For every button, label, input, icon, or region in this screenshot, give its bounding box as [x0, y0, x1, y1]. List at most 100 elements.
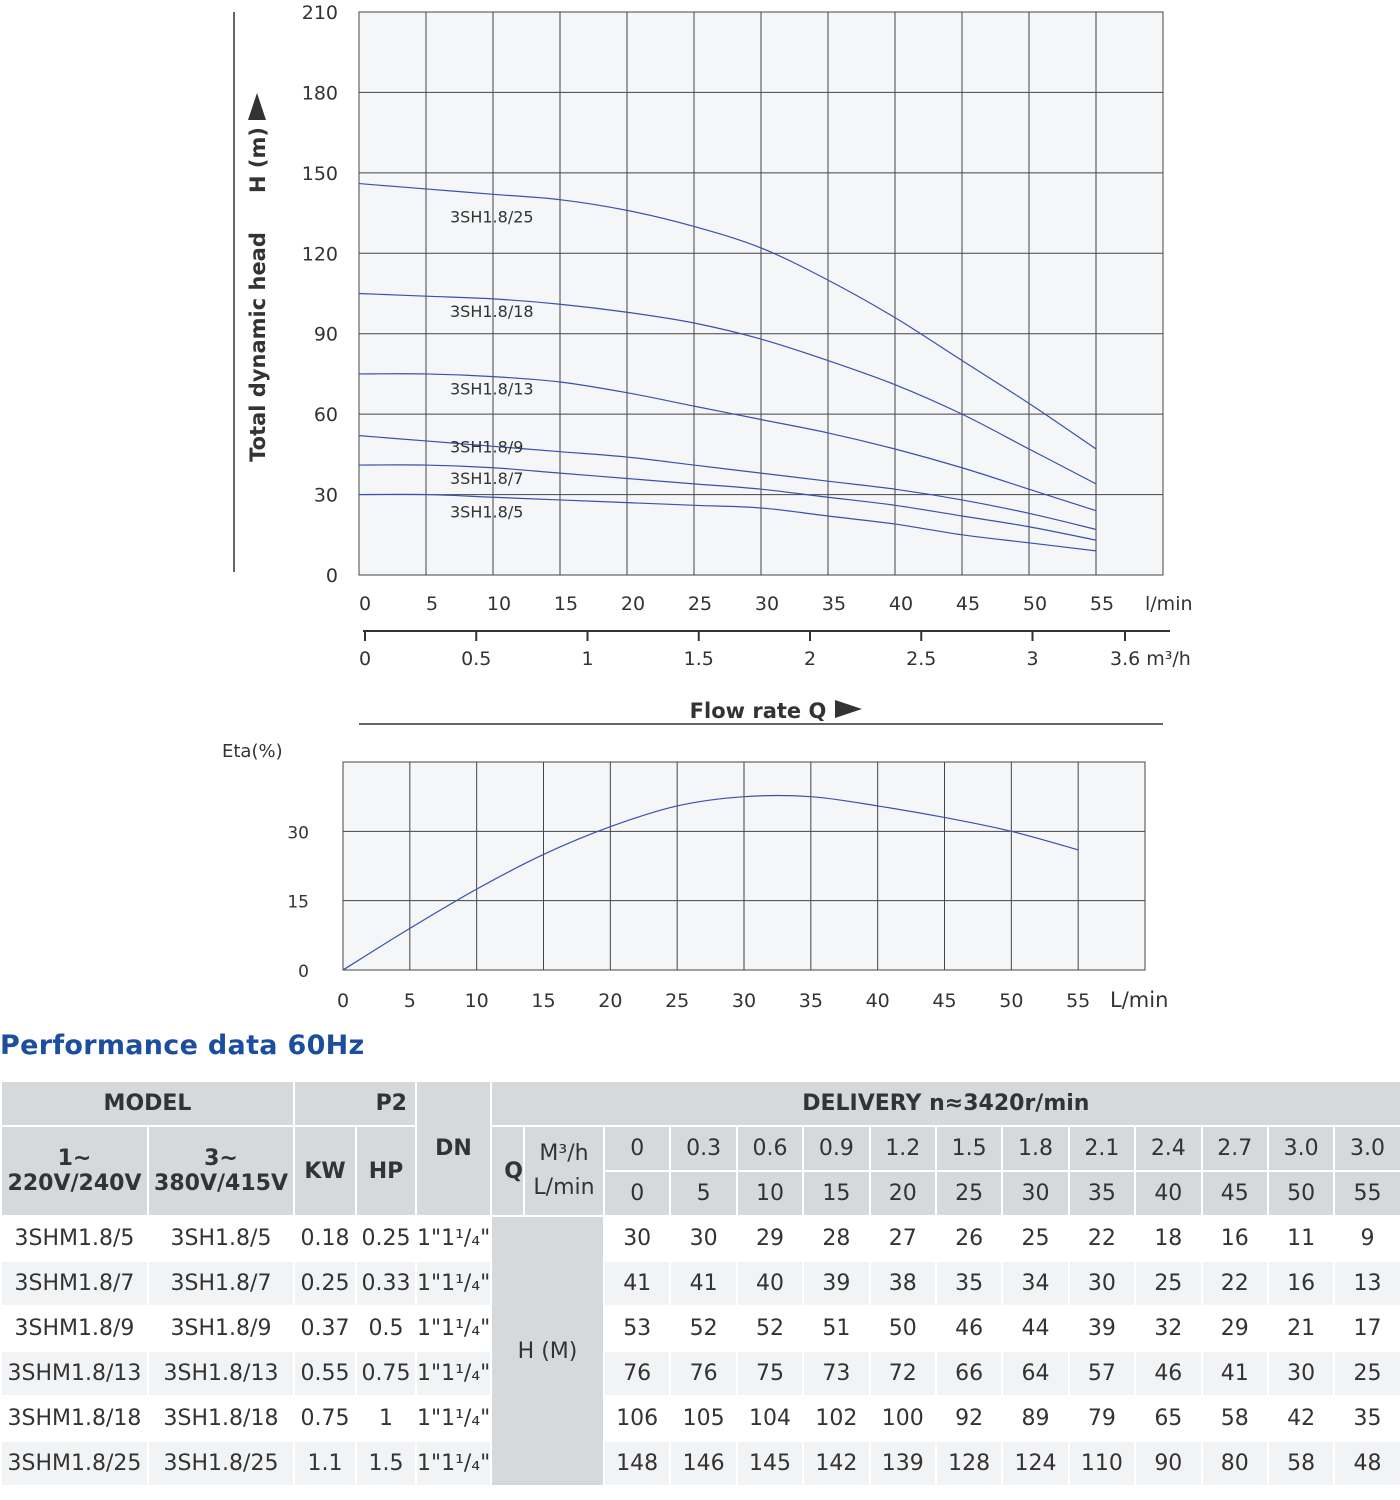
q-m3h-cell: 0.3: [669, 1125, 738, 1172]
voltage-3: 380V/415V: [154, 1171, 288, 1196]
y-tick-label: 210: [302, 2, 338, 24]
x-tick-label: 50: [999, 990, 1023, 1012]
header-kw: KW: [293, 1125, 357, 1217]
head-value: 21: [1266, 1305, 1336, 1352]
series-label: 3SH1.8/9: [450, 437, 523, 456]
head-value: 9: [1333, 1215, 1400, 1262]
hp-cell: 1: [355, 1395, 417, 1442]
head-value: 16: [1200, 1215, 1269, 1262]
x-tick-label: 40: [866, 990, 890, 1012]
y-tick-label: 0: [298, 962, 309, 982]
q-lmin-cell: 15: [802, 1170, 871, 1217]
head-value: 41: [602, 1260, 672, 1307]
head-value: 22: [1067, 1215, 1137, 1262]
head-value: 57: [1067, 1350, 1137, 1397]
head-value: 30: [669, 1215, 738, 1262]
x2-tick-label: 2: [804, 648, 816, 670]
x-tick-label: 45: [932, 990, 956, 1012]
dn-cell: 1"1¹/₄": [415, 1440, 492, 1487]
head-value: 30: [602, 1215, 672, 1262]
x-tick-label: 40: [889, 593, 913, 615]
model-3ph: 3SH1.8/9: [147, 1305, 295, 1352]
head-value: 22: [1200, 1260, 1269, 1307]
head-value: 29: [735, 1215, 805, 1262]
y-tick-label: 120: [302, 243, 338, 265]
head-value: 28: [802, 1215, 871, 1262]
q-m3h-cell: 2.1: [1067, 1125, 1137, 1172]
x2-tick-label: 1: [581, 648, 593, 670]
eta-chart: 0 15 30 0 5 10 15 20 25 30 35 40 45 50 55 L/min Eta(%): [222, 741, 1168, 1012]
head-value: 105: [669, 1395, 738, 1442]
head-value: 79: [1067, 1395, 1137, 1442]
header-q-units: M³/h L/min: [523, 1125, 605, 1217]
y-axis-title: Total dynamic head: [246, 232, 270, 462]
h-m-label: H (M): [490, 1215, 605, 1487]
kw-cell: 0.25: [293, 1260, 357, 1307]
q-lmin-cell: 55: [1333, 1170, 1400, 1217]
head-value: 50: [868, 1305, 937, 1352]
head-value: 53: [602, 1305, 672, 1352]
kw-cell: 0.37: [293, 1305, 357, 1352]
x2-tick-label: 0.5: [461, 648, 491, 670]
phase-3: 3~: [204, 1146, 238, 1171]
unit-m3h: M³/h: [539, 1141, 589, 1166]
x2-unit-label: 3.6 m³/h: [1110, 648, 1191, 670]
q-m3h-cell: 1.2: [868, 1125, 937, 1172]
head-value: 58: [1200, 1395, 1269, 1442]
x-tick-label: 20: [598, 990, 622, 1012]
head-value: 76: [602, 1350, 672, 1397]
head-value: 38: [868, 1260, 937, 1307]
table-row: 3SHM1.8/5 3SH1.8/5 0.18 0.25 1"1¹/₄" H (M) 30 3…: [0, 1215, 1400, 1487]
kw-cell: 0.18: [293, 1215, 357, 1262]
x-tick-label: 15: [554, 593, 578, 615]
y-tick-label: 90: [314, 324, 338, 346]
head-value: 42: [1266, 1395, 1336, 1442]
head-value: 26: [934, 1215, 1004, 1262]
head-value: 66: [934, 1350, 1004, 1397]
q-lmin-cell: 50: [1266, 1170, 1336, 1217]
x-tick-label: 5: [404, 990, 416, 1012]
x-unit-label: l/min: [1145, 593, 1193, 615]
table-row: 3SHM1.8/13 3SH1.8/13 0.55 0.75 1"1¹/₄" 76 76 75…: [0, 1350, 1400, 1397]
x-tick-label: 35: [822, 593, 846, 615]
series-label: 3SH1.8/13: [450, 380, 534, 399]
x-tick-label: 15: [531, 990, 555, 1012]
q-lmin-cell: 0: [602, 1170, 672, 1217]
y-axis-title: Eta(%): [222, 741, 283, 762]
header-dn: DN: [415, 1080, 492, 1217]
head-value: 46: [934, 1305, 1004, 1352]
x-tick-label: 10: [487, 593, 511, 615]
table-row: 3SHM1.8/18 3SH1.8/18 0.75 1 1"1¹/₄" 106 105 104…: [0, 1395, 1400, 1442]
head-value: 89: [1001, 1395, 1070, 1442]
head-value: 128: [934, 1440, 1004, 1487]
head-value: 16: [1266, 1260, 1336, 1307]
head-value: 25: [1001, 1215, 1070, 1262]
head-value: 76: [669, 1350, 738, 1397]
head-value: 46: [1134, 1350, 1203, 1397]
model-1ph: 3SHM1.8/25: [0, 1440, 149, 1487]
series-line: [358, 373, 1097, 512]
x-tick-label: 50: [1023, 593, 1047, 615]
dn-cell: 1"1¹/₄": [415, 1260, 492, 1307]
header-p2: P2: [293, 1080, 417, 1127]
y-tick-label: 30: [287, 823, 309, 843]
head-value: 35: [934, 1260, 1004, 1307]
hp-cell: 0.33: [355, 1260, 417, 1307]
q-lmin-cell: 25: [934, 1170, 1004, 1217]
x2-tick-label: 1.5: [684, 648, 714, 670]
head-value: 139: [868, 1440, 937, 1487]
model-3ph: 3SH1.8/5: [147, 1215, 295, 1262]
y-tick-label: 180: [302, 82, 338, 104]
section-title: Performance data 60Hz: [0, 1030, 365, 1061]
x-unit-label: L/min: [1110, 988, 1168, 1012]
q-lmin-cell: 35: [1067, 1170, 1137, 1217]
series-label: 3SH1.8/25: [450, 207, 534, 226]
head-value: 104: [735, 1395, 805, 1442]
head-value: 39: [1067, 1305, 1137, 1352]
head-value: 30: [1067, 1260, 1137, 1307]
model-3ph: 3SH1.8/25: [147, 1440, 295, 1487]
model-1ph: 3SHM1.8/5: [0, 1215, 149, 1262]
performance-table: MODEL P2 DN DELIVERY n≈3420r/min 1~ 220V/…: [0, 1080, 1400, 1487]
head-value: 44: [1001, 1305, 1070, 1352]
